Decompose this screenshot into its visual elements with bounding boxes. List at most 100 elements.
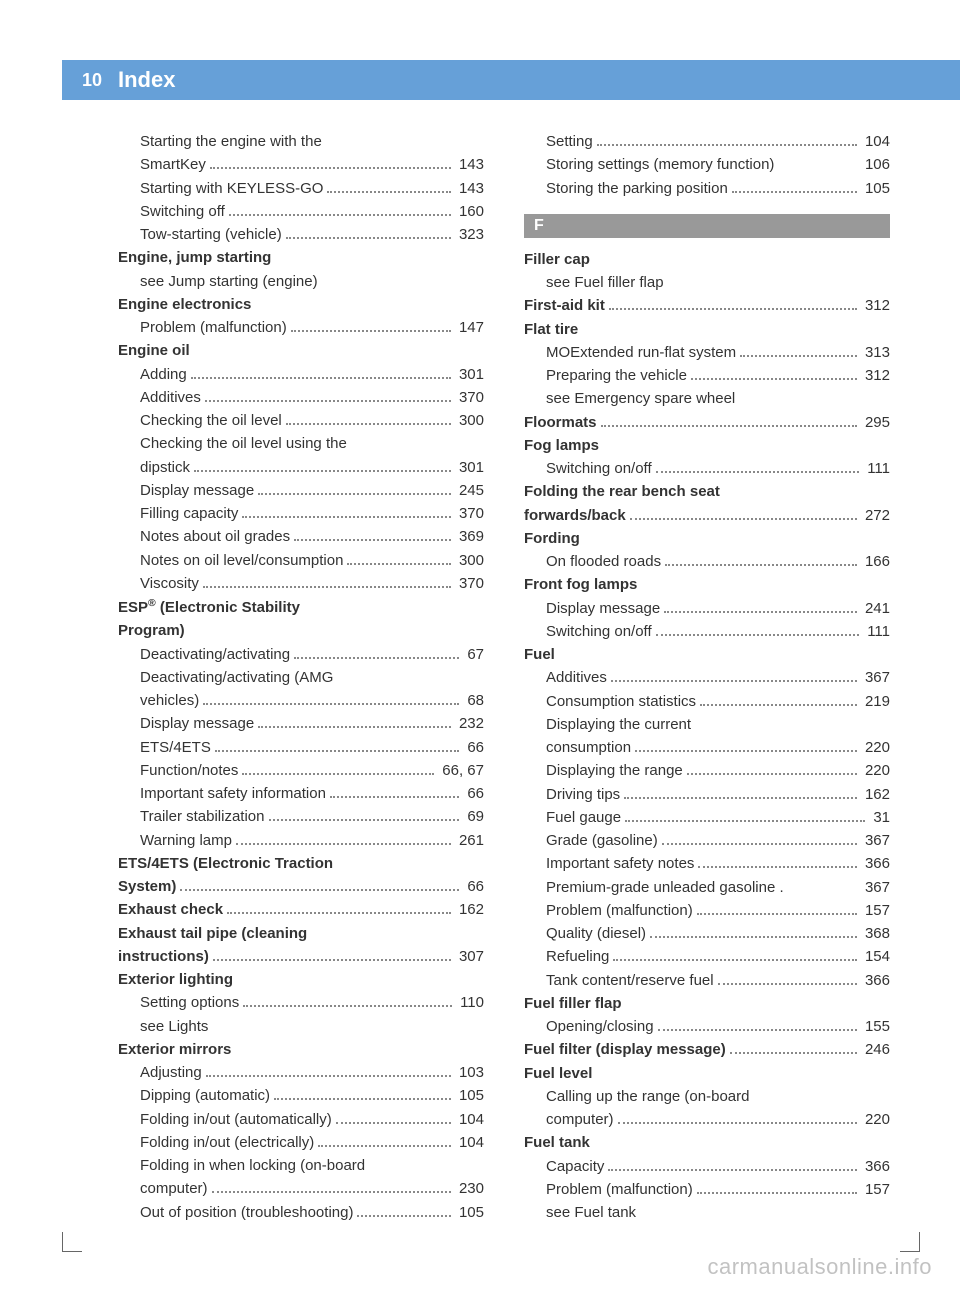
index-entry: Storing the parking position 105 <box>524 177 890 200</box>
index-entry: Checking the oil level using the <box>118 432 484 455</box>
leader-dots <box>294 529 451 541</box>
entry-page: 162 <box>455 898 484 921</box>
index-entry: Folding in when locking (on-board <box>118 1154 484 1177</box>
leader-dots <box>194 460 451 472</box>
index-entry: Grade (gasoline) 367 <box>524 829 890 852</box>
entry-page: 230 <box>455 1177 484 1200</box>
leader-dots <box>609 298 857 310</box>
index-entry: Deactivating/activating 67 <box>118 643 484 666</box>
index-entry: consumption220 <box>524 736 890 759</box>
index-entry: Additives367 <box>524 666 890 689</box>
index-entry: SmartKey143 <box>118 153 484 176</box>
entry-label: Problem (malfunction) <box>140 316 287 339</box>
index-entry: Fuel gauge31 <box>524 806 890 829</box>
entry-label: Quality (diesel) <box>546 922 646 945</box>
entry-label: Flat tire <box>524 318 578 341</box>
index-entry: Filler cap <box>524 248 890 271</box>
entry-label: computer) <box>546 1108 614 1131</box>
entry-label: Displaying the range <box>546 759 683 782</box>
index-entry: Driving tips162 <box>524 783 890 806</box>
entry-label: Tow-starting (vehicle) <box>140 223 282 246</box>
entry-page: 368 <box>861 922 890 945</box>
entry-page: 105 <box>861 177 890 200</box>
entry-page: 67 <box>463 643 484 666</box>
entry-label: Folding in/out (automatically) <box>140 1108 332 1131</box>
entry-label: see Lights <box>140 1015 208 1038</box>
index-entry: Folding in/out (electrically)104 <box>118 1131 484 1154</box>
index-entry: Warning lamp261 <box>118 829 484 852</box>
entry-label: Notes on oil level/consumption <box>140 549 343 572</box>
entry-label: see Fuel filler flap <box>546 271 664 294</box>
entry-label: computer) <box>140 1177 208 1200</box>
leader-dots <box>330 786 459 798</box>
index-entry: Viscosity370 <box>118 572 484 595</box>
index-entry: Engine, jump starting <box>118 246 484 269</box>
entry-label: Filler cap <box>524 248 590 271</box>
leader-dots <box>286 413 451 425</box>
index-entry: Storing settings (memory function)106 <box>524 153 890 176</box>
entry-page: 367 <box>861 829 890 852</box>
leader-dots <box>740 345 857 357</box>
index-entry: Exhaust check162 <box>118 898 484 921</box>
entry-page: 272 <box>861 504 890 527</box>
leader-dots <box>243 995 452 1007</box>
index-entry: Checking the oil level300 <box>118 409 484 432</box>
entry-label: Problem (malfunction) <box>546 1178 693 1201</box>
entry-label: Storing settings (memory function) <box>546 153 774 176</box>
entry-label: Premium-grade unleaded gasoline . <box>546 876 784 899</box>
index-entry: Exterior lighting <box>118 968 484 991</box>
index-entry: Fuel tank <box>524 1131 890 1154</box>
entry-page: 245 <box>455 479 484 502</box>
entry-label: Preparing the vehicle <box>546 364 687 387</box>
entry-page: 105 <box>455 1201 484 1224</box>
index-entry: see Lights <box>118 1015 484 1038</box>
index-entry: Dipping (automatic)105 <box>118 1084 484 1107</box>
column-right: Setting104Storing settings (memory funct… <box>524 130 890 1224</box>
entry-label: Folding the rear bench seat <box>524 480 720 503</box>
entry-label: Floormats <box>524 411 597 434</box>
index-entry: Fording <box>524 527 890 550</box>
entry-page: 370 <box>455 572 484 595</box>
leader-dots <box>269 809 460 821</box>
leader-dots <box>213 949 451 961</box>
entry-label: Folding in when locking (on-board <box>140 1154 365 1177</box>
index-entry: First-aid kit312 <box>524 294 890 317</box>
entry-label: On flooded roads <box>546 550 661 573</box>
index-entry: Display message241 <box>524 597 890 620</box>
entry-label: Deactivating/activating <box>140 643 290 666</box>
index-entry: see Fuel filler flap <box>524 271 890 294</box>
leader-dots <box>294 647 459 659</box>
leader-dots <box>718 973 857 985</box>
leader-dots <box>650 926 857 938</box>
entry-label: Important safety notes <box>546 852 694 875</box>
index-entry: Refueling154 <box>524 945 890 968</box>
entry-label: Warning lamp <box>140 829 232 852</box>
entry-page: 366 <box>861 1155 890 1178</box>
leader-dots <box>658 1019 857 1031</box>
index-entry: Exterior mirrors <box>118 1038 484 1061</box>
entry-label: Storing the parking position <box>546 177 728 200</box>
index-entry: see Emergency spare wheel <box>524 387 890 410</box>
index-entry: Display message232 <box>118 712 484 735</box>
entry-label: Displaying the current <box>546 713 691 736</box>
entry-label: Folding in/out (electrically) <box>140 1131 314 1154</box>
entry-page: 69 <box>463 805 484 828</box>
entry-label: ETS/4ETS (Electronic Traction <box>118 852 333 875</box>
entry-label: First-aid kit <box>524 294 605 317</box>
entry-page: 370 <box>455 386 484 409</box>
entry-page: 219 <box>861 690 890 713</box>
entry-label: vehicles) <box>140 689 199 712</box>
leader-dots <box>242 506 451 518</box>
entry-label: Grade (gasoline) <box>546 829 658 852</box>
leader-dots <box>697 1182 857 1194</box>
entry-page: 66 <box>463 875 484 898</box>
entry-page: 301 <box>455 363 484 386</box>
entry-label: Dipping (automatic) <box>140 1084 270 1107</box>
entry-page: 160 <box>455 200 484 223</box>
entry-label: Setting options <box>140 991 239 1014</box>
index-entry: Displaying the current <box>524 713 890 736</box>
index-entry: Engine oil <box>118 339 484 362</box>
leader-dots <box>700 694 857 706</box>
entry-page: 301 <box>455 456 484 479</box>
leader-dots <box>212 1181 451 1193</box>
